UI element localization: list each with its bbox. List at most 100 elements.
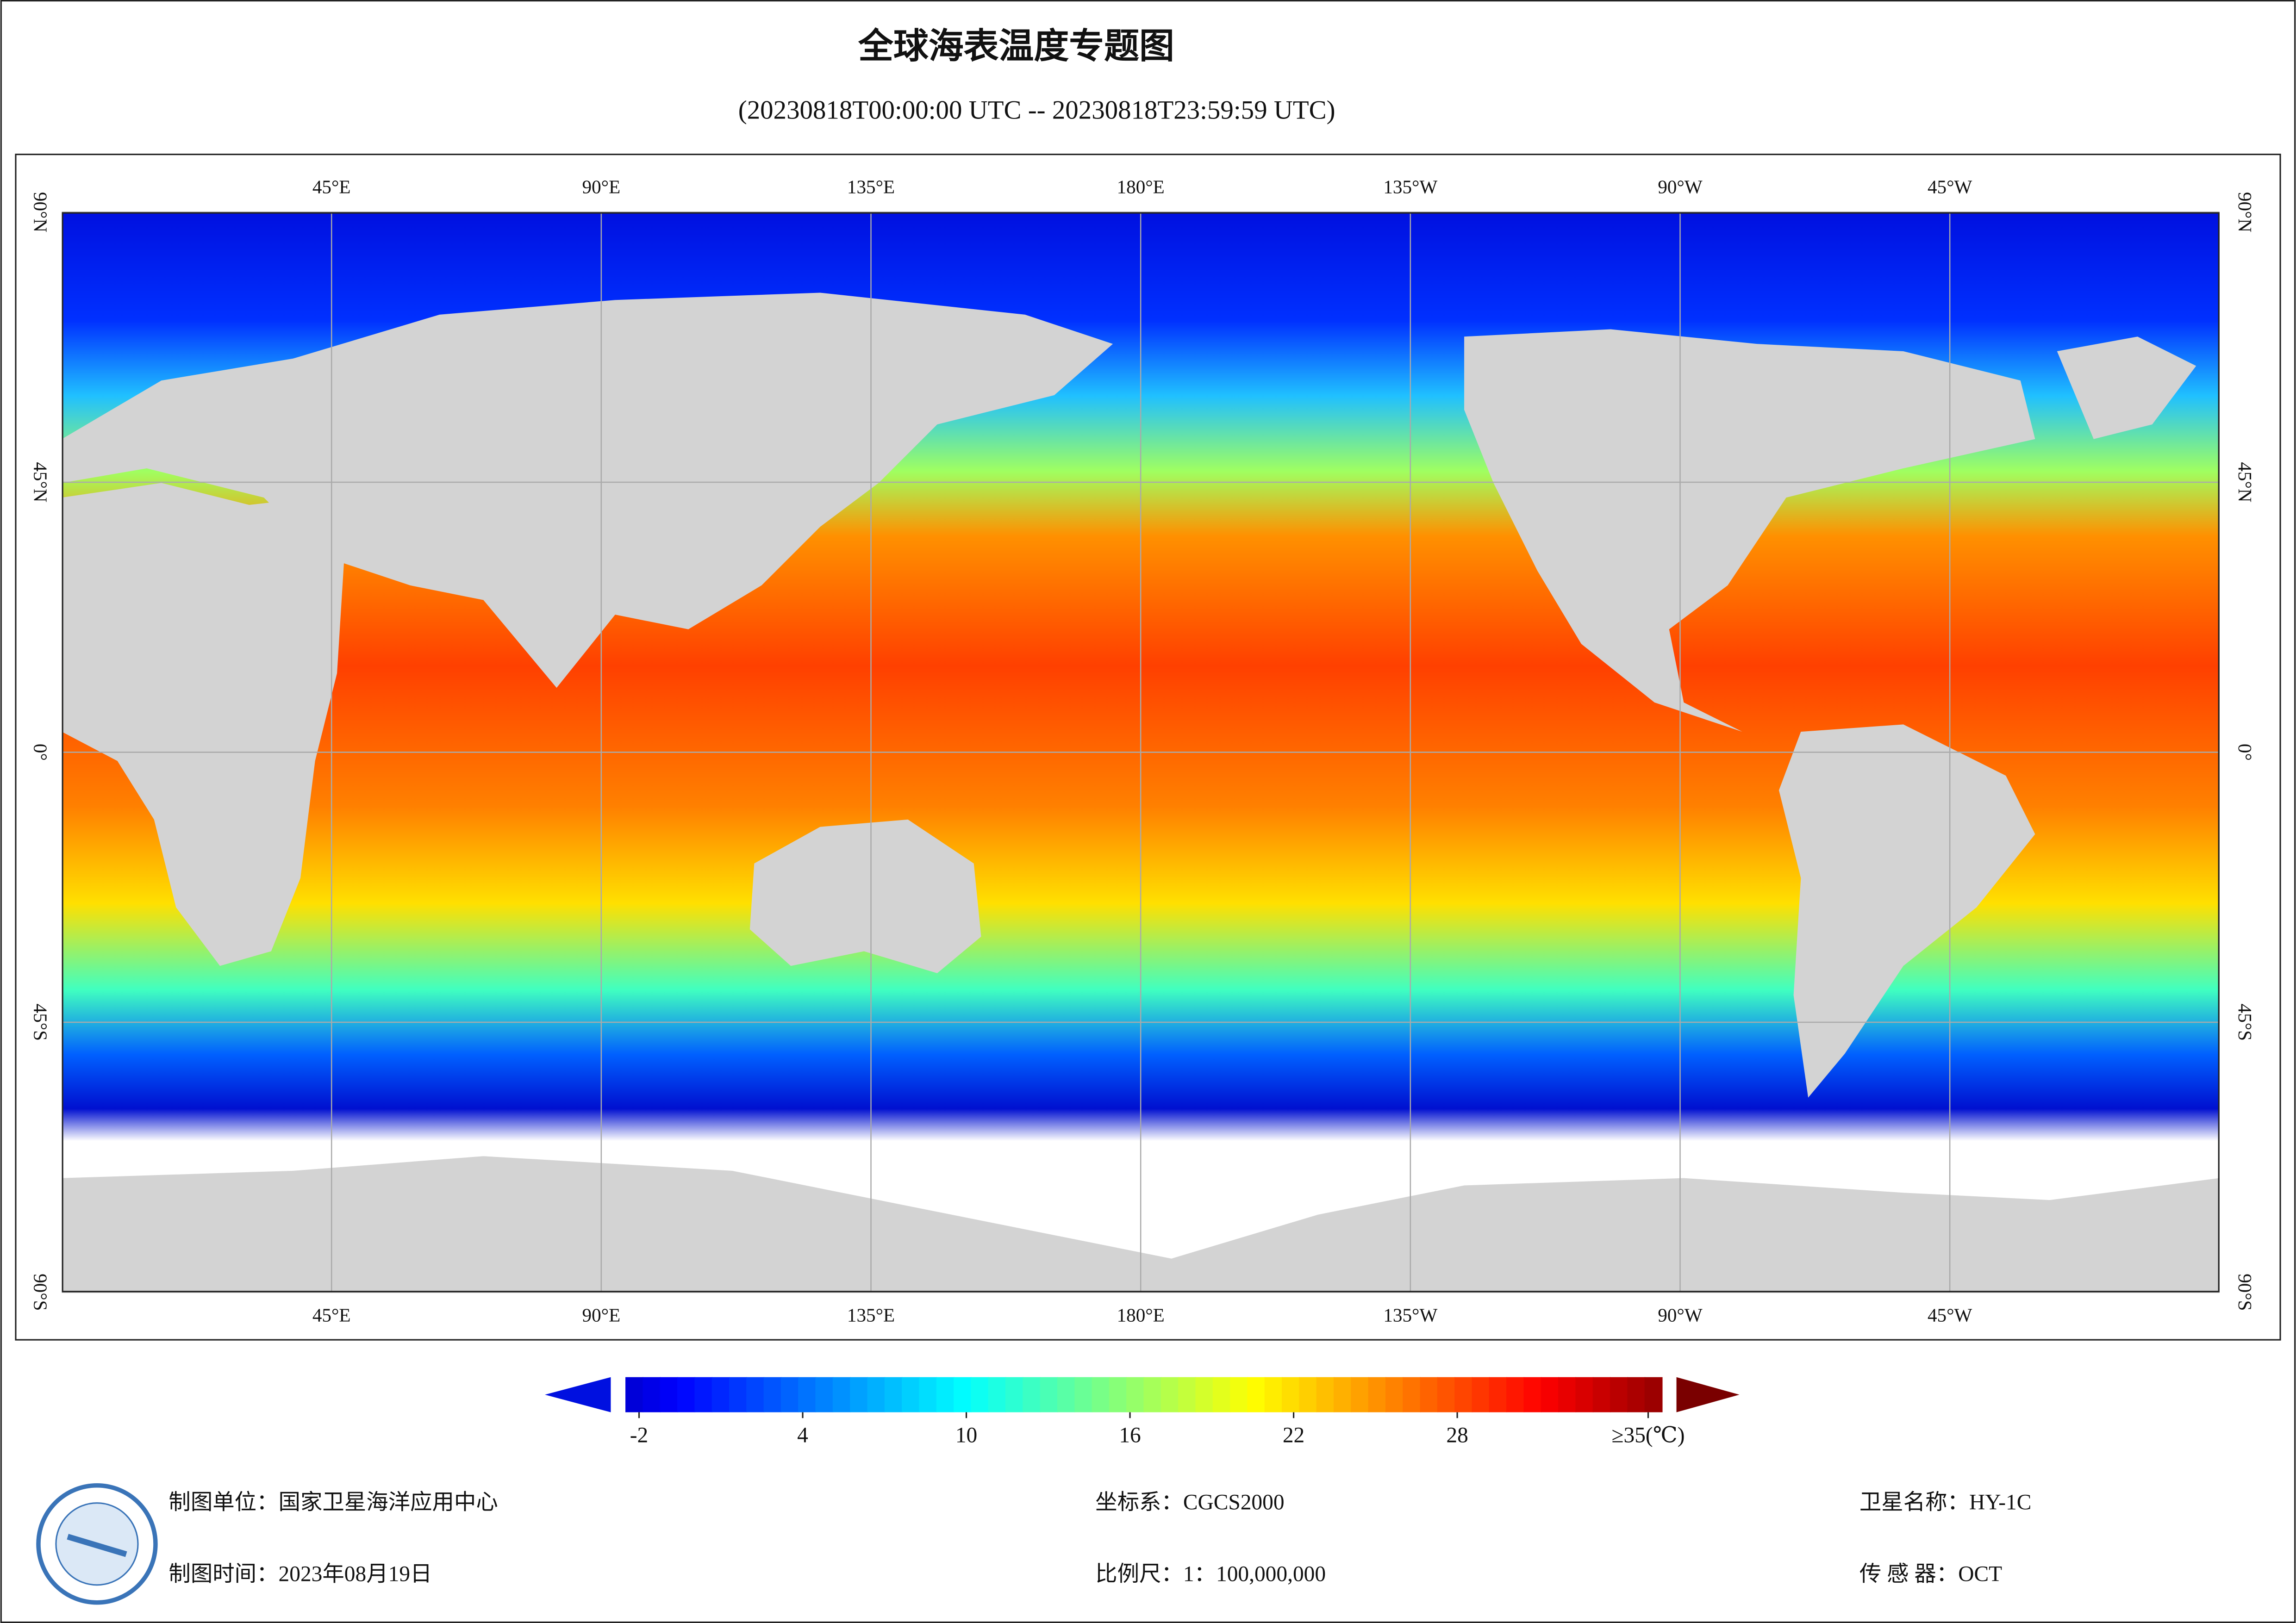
colorbar-step: [1575, 1377, 1594, 1412]
colorbar-label: -2: [630, 1423, 649, 1447]
colorbar-step: [1143, 1377, 1162, 1412]
lat-label-right: 45°N: [2234, 462, 2256, 502]
map-frame: [15, 154, 2281, 1341]
subtitle: (20230818T00:00:00 UTC -- 20230818T23:59…: [738, 96, 1335, 125]
colorbar-step: [746, 1377, 765, 1412]
lat-label-left: 90°N: [30, 192, 51, 232]
lat-label-right: 90°S: [2234, 1274, 2256, 1311]
colorbar-step: [1178, 1377, 1197, 1412]
colorbar-step: [1420, 1377, 1438, 1412]
colorbar-step: [729, 1377, 747, 1412]
lon-label-bottom: 135°W: [1383, 1305, 1437, 1326]
colorbar-step: [1282, 1377, 1300, 1412]
colorbar-label: 16: [1119, 1423, 1141, 1447]
colorbar-step: [1333, 1377, 1352, 1412]
colorbar-step: [1126, 1377, 1145, 1412]
colorbar-step: [1403, 1377, 1421, 1412]
lon-label-top: 45°E: [312, 176, 351, 197]
colorbar-step: [1247, 1377, 1266, 1412]
colorbar-step: [1506, 1377, 1525, 1412]
south-america: [1778, 724, 2035, 1098]
colorbar-step: [677, 1377, 695, 1412]
colorbar-step: [1437, 1377, 1455, 1412]
map: [62, 211, 2220, 1293]
colorbar-step: [763, 1377, 782, 1412]
lon-label-top: 90°W: [1658, 176, 1703, 197]
colorbar-step: [1592, 1377, 1611, 1412]
greenland: [2057, 336, 2196, 439]
colorbar-label: 4: [797, 1423, 808, 1447]
colorbar-high-arrow: [1676, 1377, 1740, 1412]
colorbar-step: [1454, 1377, 1473, 1412]
colorbar-label: ≥35(℃): [1611, 1423, 1685, 1447]
lon-label-bottom: 45°W: [1928, 1305, 1972, 1326]
logo-satellite: [67, 1534, 127, 1557]
lon-label-top: 90°E: [582, 176, 621, 197]
colorbar-step: [1023, 1377, 1041, 1412]
australia: [749, 819, 981, 973]
colorbar-step: [988, 1377, 1006, 1412]
colorbar-label: 10: [955, 1423, 977, 1447]
colorbar-step: [1212, 1377, 1231, 1412]
colorbar-step: [1299, 1377, 1317, 1412]
map-border: [62, 212, 2220, 1293]
colorbar-step: [1264, 1377, 1283, 1412]
colorbar-step: [1074, 1377, 1093, 1412]
lon-label-bottom: 45°E: [312, 1305, 351, 1326]
colorbar-step: [1195, 1377, 1214, 1412]
lat-label-left: 45°N: [30, 462, 51, 502]
colorbar-step: [1523, 1377, 1542, 1412]
lat-label-right: 90°N: [2234, 192, 2256, 232]
colorbar-step: [1644, 1377, 1663, 1412]
africa: [62, 483, 344, 966]
colorbar-step: [1627, 1377, 1646, 1412]
eurasia: [62, 292, 1113, 688]
colorbar-step: [815, 1377, 834, 1412]
colorbar-step: [884, 1377, 903, 1412]
lon-label-bottom: 90°W: [1658, 1305, 1703, 1326]
colorbar-step: [711, 1377, 730, 1412]
colorbar-step: [867, 1377, 886, 1412]
colorbar-step: [1610, 1377, 1628, 1412]
colorbar-step: [625, 1377, 643, 1412]
colorbar-step: [1368, 1377, 1386, 1412]
colorbar-step: [1109, 1377, 1127, 1412]
info-time: 制图时间：2023年08月19日: [168, 1562, 432, 1586]
lat-label-right: 45°S: [2234, 1004, 2256, 1041]
lon-label-bottom: 180°E: [1117, 1305, 1165, 1326]
colorbar: [545, 1377, 1740, 1418]
lon-label-top: 180°E: [1117, 176, 1165, 197]
colorbar-step: [1230, 1377, 1248, 1412]
info-sensor: 传 感 器：OCT: [1859, 1562, 2002, 1586]
colorbar-step: [780, 1377, 799, 1412]
logo: [36, 1483, 158, 1605]
colorbar-step: [798, 1377, 817, 1412]
lon-label-bottom: 90°E: [582, 1305, 621, 1326]
colorbar-step: [936, 1377, 955, 1412]
info-crs: 坐标系：CGCS2000: [1095, 1491, 1284, 1515]
lon-label-bottom: 135°E: [847, 1305, 895, 1326]
colorbar-step: [1092, 1377, 1110, 1412]
colorbar-step: [660, 1377, 678, 1412]
colorbar-step: [694, 1377, 713, 1412]
colorbar-step: [832, 1377, 851, 1412]
colorbar-step: [1057, 1377, 1075, 1412]
lon-label-top: 135°E: [847, 176, 895, 197]
colorbar-step: [971, 1377, 989, 1412]
lat-label-left: 90°S: [30, 1274, 51, 1311]
colorbar-label: 22: [1283, 1423, 1304, 1447]
colorbar-step: [902, 1377, 920, 1412]
colorbar-step: [919, 1377, 937, 1412]
colorbar-step: [1558, 1377, 1576, 1412]
colorbar-step: [850, 1377, 868, 1412]
colorbar-step: [954, 1377, 972, 1412]
colorbar-step: [1005, 1377, 1023, 1412]
info-unit: 制图单位：国家卫星海洋应用中心: [168, 1491, 498, 1515]
info-scale: 比例尺：1：100,000,000: [1095, 1562, 1326, 1586]
colorbar-low-arrow: [545, 1377, 611, 1412]
colorbar-label: 28: [1446, 1423, 1468, 1447]
lon-label-top: 45°W: [1928, 176, 1972, 197]
colorbar-step: [1160, 1377, 1179, 1412]
